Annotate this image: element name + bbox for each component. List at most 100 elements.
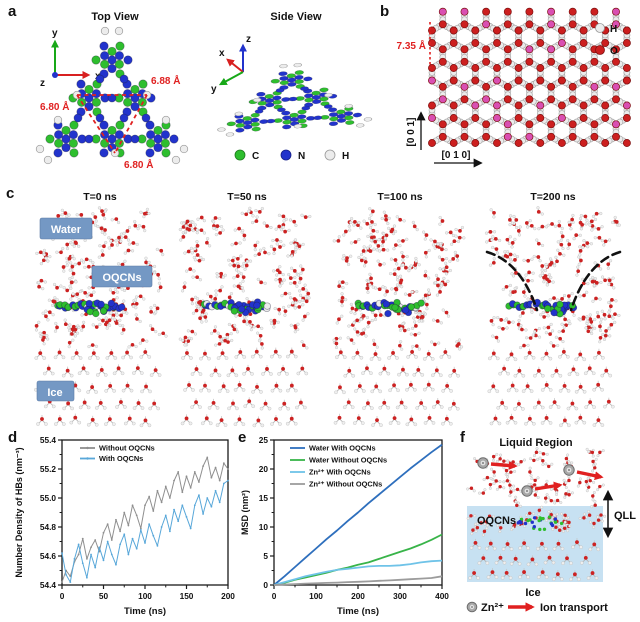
liquid-region-title: Liquid Region [499, 437, 573, 449]
panel-a-top-view-title: Top View [91, 11, 139, 23]
panel-e-letter: e [238, 429, 246, 446]
svg-text:Time (ns): Time (ns) [337, 606, 379, 617]
svg-text:With OQCNs: With OQCNs [99, 454, 143, 463]
molecule-side-view [217, 62, 373, 137]
snapshot-title-3: T=200 ns [530, 191, 575, 203]
distance-label-bottom: 6.80 Å [124, 158, 153, 171]
oqcns-cluster [516, 515, 564, 532]
svg-text:Ice: Ice [47, 387, 62, 399]
panel-f: f Liquid Region OQCNs [460, 429, 636, 614]
axis-label-y: y [211, 84, 217, 95]
svg-text:25: 25 [259, 435, 269, 445]
svg-text:50: 50 [99, 591, 109, 601]
svg-text:200: 200 [351, 591, 365, 601]
svg-text:Time (ns): Time (ns) [124, 606, 166, 617]
hb-density-chart: 0 50 100 150 200 54.4 54.6 54.8 55.0 55.2 55.4 Time… [14, 435, 235, 617]
svg-text:300: 300 [393, 591, 407, 601]
axis-triad-side-view: z x y [211, 34, 251, 95]
qll-annotation: QLL [602, 489, 636, 539]
z-axis-dot-icon [52, 72, 58, 78]
distance-annotation-triangle [76, 94, 148, 154]
svg-text:Zn²⁺ With OQCNs: Zn²⁺ With OQCNs [309, 468, 371, 477]
panel-b-legend: H O [595, 23, 618, 57]
svg-text:54.8: 54.8 [40, 522, 57, 532]
panel-c-letter: c [6, 185, 14, 202]
svg-text:55.2: 55.2 [40, 464, 57, 474]
crystal-direction-axes: [0 0 1] [0 1 0] [406, 111, 483, 168]
svg-text:150: 150 [180, 591, 194, 601]
snapshot-title-0: T=0 ns [83, 191, 117, 203]
legend-label-H: H [610, 24, 617, 35]
qll-label: QLL [614, 510, 636, 522]
axis-label-010: [0 1 0] [442, 150, 471, 161]
svg-text:55.4: 55.4 [40, 435, 57, 445]
panel-c: c T=0 ns T=50 ns T=100 ns T=200 ns Water… [6, 185, 622, 428]
axis-label-001: [0 0 1] [406, 118, 417, 147]
region-label-oqcns: OQCNs [91, 265, 153, 288]
panel-a-side-view-title: Side View [270, 11, 322, 23]
svg-text:54.4: 54.4 [40, 580, 57, 590]
svg-text:Zn²⁺ Without OQCNs: Zn²⁺ Without OQCNs [309, 480, 382, 489]
svg-text:0: 0 [263, 580, 268, 590]
svg-text:10: 10 [259, 522, 269, 532]
snapshot-title-1: T=50 ns [227, 191, 267, 203]
panel-f-letter: f [460, 429, 466, 446]
axis-label-z: z [40, 78, 45, 89]
oqcns-label: OQCNs [477, 515, 516, 527]
svg-text:Number Density of HBs (nm⁻³): Number Density of HBs (nm⁻³) [14, 447, 24, 577]
svg-text:Without OQCNs: Without OQCNs [99, 444, 155, 453]
ion-transport-arrow [534, 481, 563, 491]
panel-f-legend: Zn²⁺ Ion transport [466, 601, 608, 614]
hydrogen-atom-icon [324, 149, 336, 161]
simulation-snapshot-2 [332, 207, 467, 427]
svg-text:55.0: 55.0 [40, 493, 57, 503]
legend-label-C: C [252, 151, 259, 162]
zn-ion-icon [466, 601, 478, 613]
svg-text:Water Without OQCNs: Water Without OQCNs [309, 456, 387, 465]
simulation-snapshot-3 [484, 206, 621, 428]
carbon-atom-icon [234, 149, 246, 161]
zn-ion-icon [563, 464, 575, 476]
svg-text:200: 200 [221, 591, 235, 601]
panel-b: b 7.35 Å [0 0 1] [0 1 0] H O [380, 3, 631, 168]
snapshot-title-2: T=100 ns [377, 191, 422, 203]
simulation-snapshot-1 [178, 206, 314, 428]
legend-label-H: H [342, 151, 349, 162]
region-label-water: Water [39, 217, 93, 240]
zn-ion-icon [521, 485, 533, 497]
svg-text:Water With OQCNs: Water With OQCNs [309, 444, 376, 453]
region-label-ice: Ice [36, 380, 75, 402]
axis-label-z: z [246, 34, 251, 45]
svg-text:Water: Water [51, 224, 82, 236]
panel-d: d 0 50 100 150 200 54.4 54.6 54.8 55.0 55.2 55.4 Ti… [8, 429, 235, 617]
panel-e: e 0 100 200 300 400 0 5 10 15 20 25 Time (ns) MSD (n… [238, 429, 449, 617]
zn-ions-and-arrows [477, 457, 604, 497]
zn-ion-icon [477, 457, 489, 469]
svg-text:15: 15 [259, 493, 269, 503]
panel-b-letter: b [380, 3, 389, 20]
ion-transport-arrow [490, 461, 518, 470]
svg-text:MSD (nm²): MSD (nm²) [240, 490, 250, 535]
legend-label-O: O [610, 46, 618, 57]
panel-a-legend: C N H [234, 149, 349, 162]
svg-text:20: 20 [259, 464, 269, 474]
svg-text:100: 100 [309, 591, 323, 601]
panel-d-letter: d [8, 429, 17, 446]
oxygen-atom-icon [595, 45, 605, 55]
svg-text:400: 400 [435, 591, 449, 601]
ion-transport-arrow [576, 470, 604, 481]
legend-label-transport: Ion transport [540, 602, 608, 614]
melt-front-dashed-arcs [485, 250, 622, 312]
nitrogen-atom-icon [280, 149, 292, 161]
axis-label-y: y [52, 28, 58, 39]
svg-text:54.6: 54.6 [40, 551, 57, 561]
svg-text:0: 0 [272, 591, 277, 601]
lattice-distance-label: 7.35 Å [397, 39, 426, 52]
legend-label-N: N [298, 151, 305, 162]
distance-label-top: 6.88 Å [151, 74, 180, 87]
molecule-top-view [35, 26, 189, 165]
hydrogen-atom-icon [595, 23, 605, 33]
distance-label-left: 6.80 Å [40, 100, 69, 113]
